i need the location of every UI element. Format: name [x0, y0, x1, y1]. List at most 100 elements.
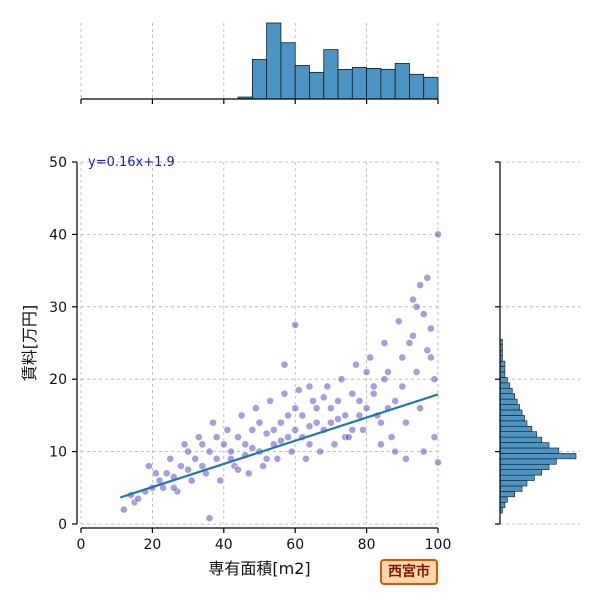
y-tick-label: 50 — [49, 155, 67, 171]
scatter-point — [362, 368, 371, 376]
right-histogram-bar — [499, 496, 508, 503]
scatter-point — [369, 382, 378, 391]
right-histogram-bar — [499, 431, 538, 438]
scatter-point — [169, 483, 178, 492]
scatter-point — [302, 454, 310, 463]
scatter-point — [305, 382, 314, 391]
tick-labels: 0 20 40 60 80 100 0 10 20 30 40 50 — [49, 155, 451, 553]
scatter-point — [266, 397, 275, 405]
scatter-point — [337, 375, 346, 384]
scatter-point — [384, 368, 392, 376]
right-histogram-bar — [499, 377, 508, 384]
scatter-point — [291, 320, 300, 329]
scatter-point — [380, 375, 389, 384]
right-histogram-bar — [499, 404, 520, 411]
x-tick-label: 20 — [143, 537, 161, 553]
grid-lines — [80, 23, 580, 525]
top-histogram-bar — [280, 42, 296, 100]
right-histogram-bar — [499, 458, 557, 465]
scatter-point — [280, 389, 289, 398]
scatter-point — [430, 433, 439, 442]
scatter-point — [319, 393, 328, 402]
scatter-point — [255, 418, 264, 427]
scatter-point — [376, 418, 385, 427]
scatter-point — [323, 382, 332, 391]
scatter-point — [419, 447, 428, 456]
scatter-point — [198, 462, 207, 470]
scatter-point — [391, 447, 400, 456]
x-axis-label: 専有面積[m2] — [208, 559, 310, 578]
scatter-point — [305, 440, 314, 449]
scatter-point — [341, 411, 350, 420]
scatter-point — [362, 404, 371, 413]
top-histogram-bar — [309, 71, 325, 100]
right-histogram-bar — [499, 409, 523, 416]
scatter-point — [262, 429, 271, 438]
scatter-point — [152, 469, 160, 478]
scatter-point — [359, 425, 367, 434]
scatter-point — [380, 339, 389, 347]
scatter-point — [177, 462, 185, 470]
top-histogram-bar — [409, 73, 425, 100]
right-histogram-bar — [499, 501, 506, 509]
right-histogram-bar — [499, 360, 506, 367]
scatter-point — [426, 353, 435, 362]
scatter-point — [426, 324, 435, 333]
scatter-point — [291, 404, 300, 413]
scatter-point — [180, 440, 189, 449]
scatter-point — [330, 440, 339, 449]
right-histogram-bar — [499, 425, 533, 432]
scatter-point — [284, 411, 292, 420]
scatter-point — [334, 397, 342, 405]
right-histogram-bar — [499, 463, 550, 470]
scatter-point — [334, 415, 342, 423]
scatter-point — [434, 458, 442, 467]
scatter-point — [248, 444, 257, 452]
scatter-point — [223, 425, 232, 434]
right-histogram-bar — [499, 398, 518, 405]
scatter-point — [284, 433, 292, 442]
scatter-point — [237, 411, 246, 420]
right-histogram-bar — [499, 387, 513, 394]
scatter-point — [259, 462, 267, 470]
x-tick-label: 100 — [425, 537, 452, 553]
right-histogram-bar — [499, 453, 577, 460]
scatter-point — [369, 389, 378, 398]
right-histogram-bar — [499, 415, 525, 422]
scatter-point — [344, 433, 353, 442]
top-histogram-bar — [351, 67, 368, 100]
scatter-point — [234, 465, 242, 474]
scatter-point — [298, 411, 307, 420]
scatter-point — [184, 465, 192, 474]
scatter-point — [405, 339, 414, 347]
scatter-point — [391, 397, 400, 405]
scatter-point — [248, 425, 257, 434]
right-histogram-bar — [499, 420, 528, 427]
scatter-point — [309, 397, 317, 405]
right-histogram-bar — [499, 436, 542, 443]
right-histogram-bar — [499, 366, 506, 373]
right-histogram-bar — [499, 474, 535, 481]
scatter-point — [134, 494, 143, 503]
scatter-point — [348, 425, 357, 434]
scatter-point — [416, 281, 425, 289]
top-histogram-bar — [323, 49, 339, 100]
scatter-point — [277, 436, 285, 445]
scatter-point — [394, 317, 403, 326]
scatter-point — [409, 331, 417, 340]
scatter-point — [348, 389, 357, 398]
scatter-point — [205, 447, 214, 456]
scatter-point — [219, 440, 228, 449]
scatter-points — [119, 230, 442, 523]
right-histogram-bar — [499, 447, 560, 454]
top-histogram-bar — [266, 22, 282, 100]
scatter-point — [227, 447, 235, 456]
scatter-point — [212, 454, 221, 463]
scatter-point — [387, 433, 396, 442]
scatter-point — [194, 433, 203, 442]
right-histogram-bar — [499, 480, 528, 487]
scatter-point — [401, 418, 410, 427]
x-tick-label: 40 — [215, 537, 233, 553]
scatter-point — [205, 514, 214, 523]
scatter-point — [166, 454, 175, 463]
